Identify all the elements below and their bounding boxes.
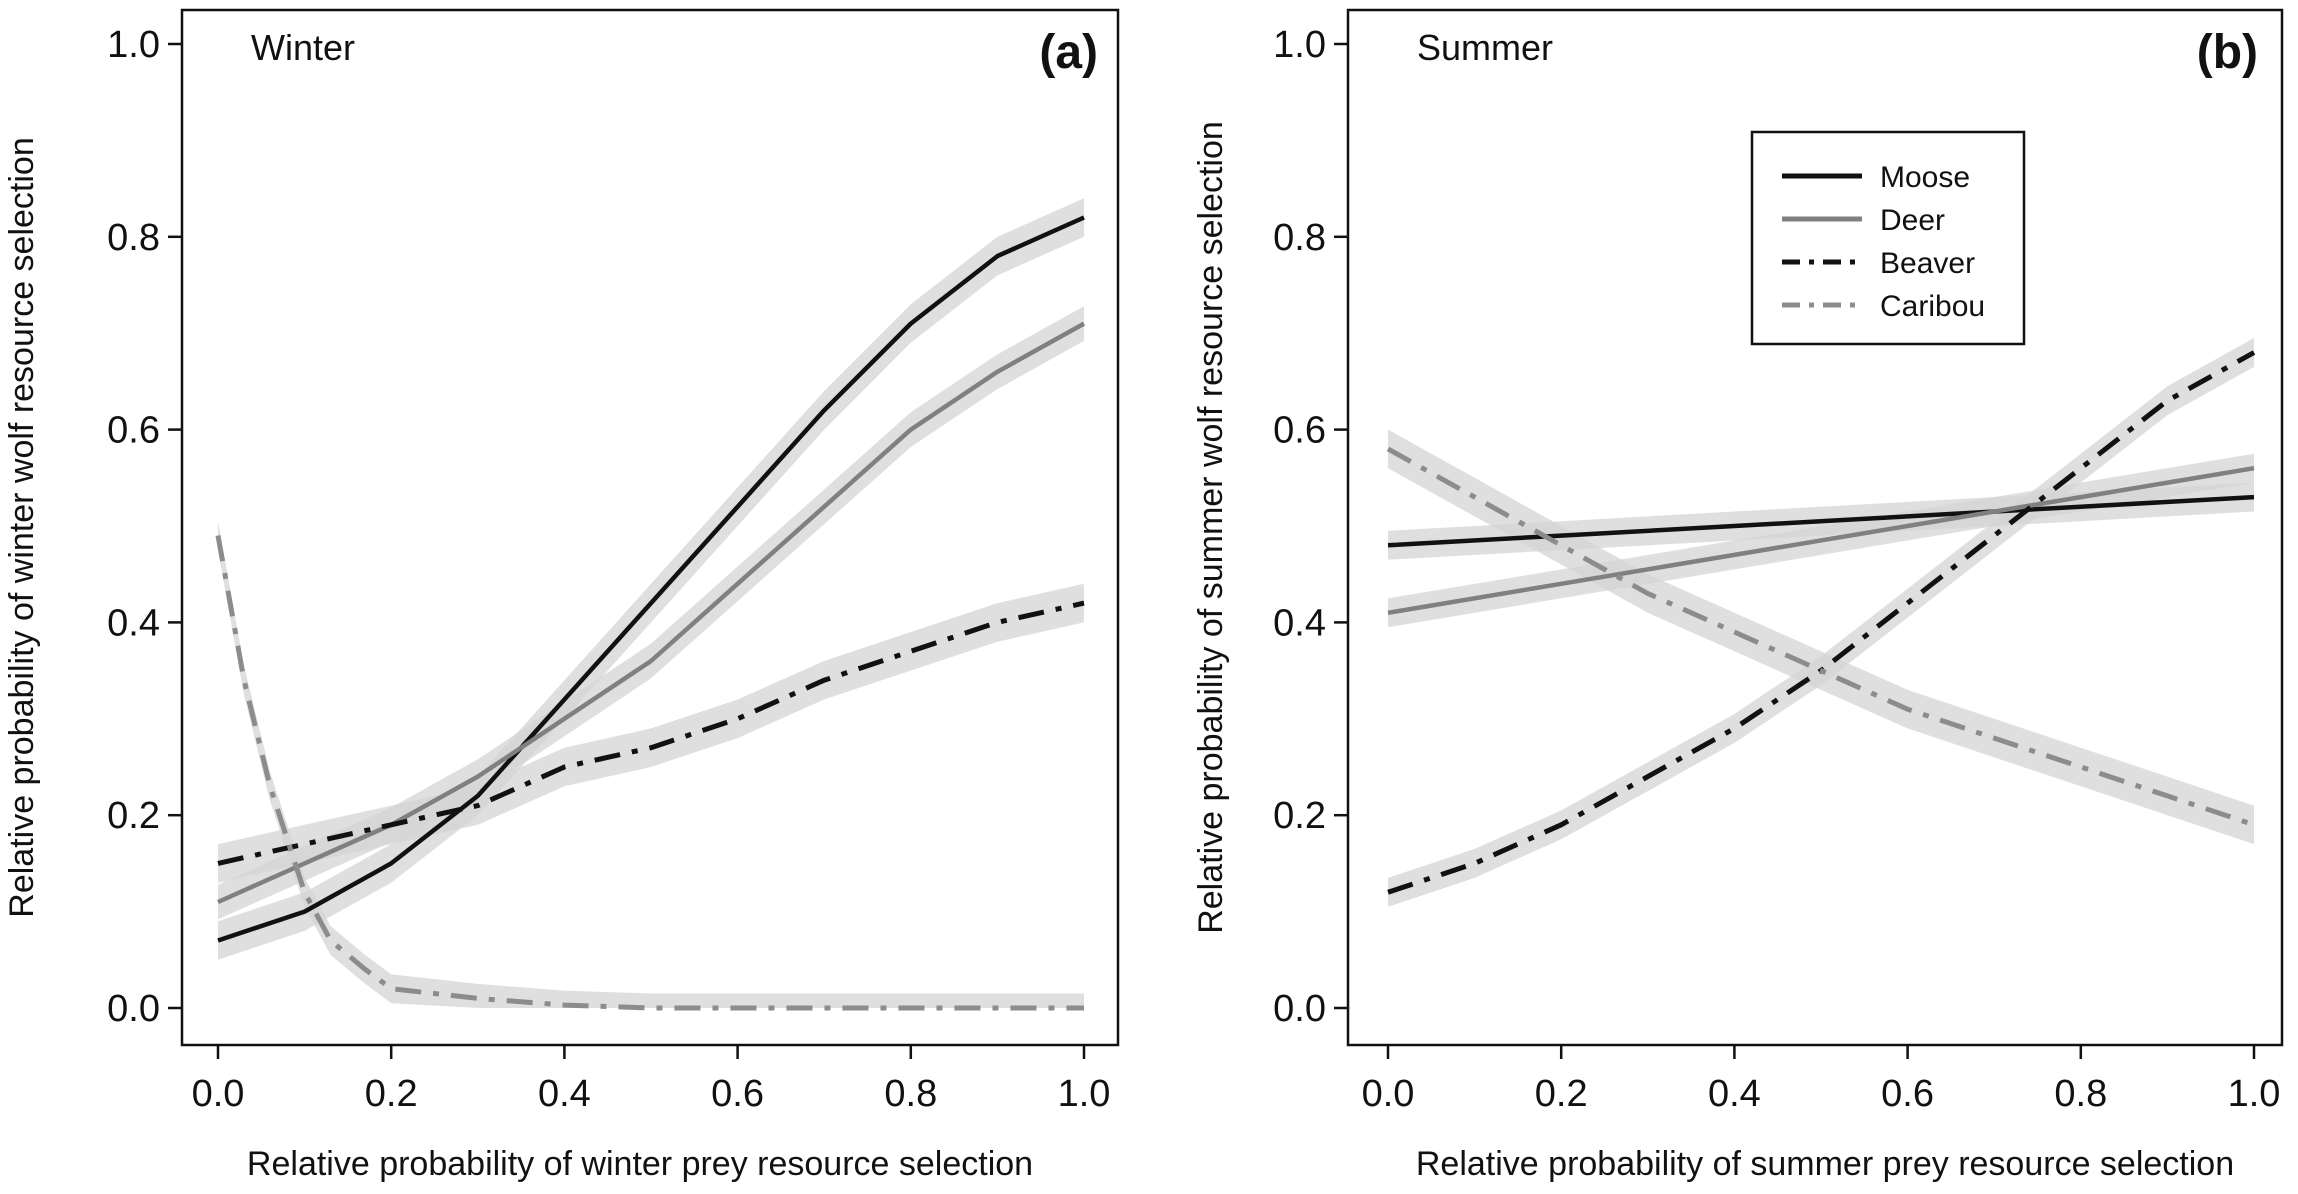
x-tick-label: 0.8 bbox=[884, 1073, 937, 1115]
season-label: Winter bbox=[251, 27, 355, 68]
x-tick-label: 0.2 bbox=[365, 1073, 418, 1115]
x-tick-label: 0.6 bbox=[711, 1073, 764, 1115]
ci-band-beaver bbox=[218, 583, 1084, 883]
x-axis-title: Relative probability of winter prey reso… bbox=[247, 1145, 1033, 1183]
y-tick-label: 1.0 bbox=[1273, 24, 1326, 66]
series-line-deer bbox=[217, 321, 1086, 905]
panel-winter: 0.0 0.2 0.4 0.6 0.8 1.0 0.0 0.2 0.4 0.6 0.8 1.0 Rela… bbox=[3, 8, 1120, 1183]
legend-label-beaver: Beaver bbox=[1880, 247, 1975, 280]
legend-label-moose: Moose bbox=[1880, 161, 1970, 194]
y-tick-label: 0.2 bbox=[107, 795, 160, 837]
series-line-moose bbox=[217, 215, 1085, 943]
legend: Moose Deer Beaver Caribou bbox=[1750, 130, 2026, 346]
ci-band-caribou bbox=[1388, 429, 2254, 845]
y-tick-label: 0.0 bbox=[107, 988, 160, 1030]
ci-band-moose bbox=[218, 198, 1084, 960]
legend-label-caribou: Caribou bbox=[1880, 290, 1985, 323]
panel-label: (b) bbox=[2197, 26, 2258, 79]
y-tick-label: 0.0 bbox=[1273, 988, 1326, 1030]
y-tick-label: 0.8 bbox=[1273, 217, 1326, 259]
panel-label: (a) bbox=[1039, 26, 1098, 79]
x-axis-title: Relative probability of summer prey reso… bbox=[1416, 1145, 2234, 1183]
x-tick-label: 1.0 bbox=[1058, 1073, 1111, 1115]
x-tick-label: 0.6 bbox=[1881, 1073, 1934, 1115]
series-line-caribou bbox=[1386, 446, 2255, 828]
x-tick-label: 0.8 bbox=[2054, 1073, 2107, 1115]
x-tick-label: 0.0 bbox=[192, 1073, 245, 1115]
y-tick-label: 1.0 bbox=[107, 24, 160, 66]
ci-band-deer bbox=[218, 306, 1084, 920]
season-label: Summer bbox=[1417, 27, 1553, 68]
y-tick-label: 0.6 bbox=[1273, 410, 1326, 452]
series-line-caribou bbox=[215, 535, 1084, 1011]
x-tick-label: 1.0 bbox=[2228, 1073, 2281, 1115]
y-axis-title: Relative probability of winter wolf reso… bbox=[3, 137, 41, 917]
series-line-deer bbox=[1387, 465, 2255, 616]
x-tick-label: 0.4 bbox=[1708, 1073, 1761, 1115]
ci-band-beaver bbox=[1388, 338, 2254, 907]
y-tick-label: 0.8 bbox=[107, 217, 160, 259]
legend-box bbox=[1750, 130, 2026, 346]
x-tick-label: 0.4 bbox=[538, 1073, 591, 1115]
plot-frame bbox=[180, 8, 1120, 1047]
series-line-moose bbox=[1387, 494, 2255, 548]
x-tick-label: 0.2 bbox=[1535, 1073, 1588, 1115]
panel-summer: 0.0 0.2 0.4 0.6 0.8 1.0 0.0 0.2 0.4 0.6 0.8 1.0 Rela… bbox=[1192, 8, 2284, 1183]
legend-label-deer: Deer bbox=[1880, 204, 1945, 237]
y-tick-label: 0.4 bbox=[1273, 602, 1326, 644]
x-tick-label: 0.0 bbox=[1362, 1073, 1415, 1115]
plot-frame bbox=[1346, 8, 2284, 1047]
y-tick-label: 0.2 bbox=[1273, 795, 1326, 837]
y-axis-title: Relative probability of summer wolf reso… bbox=[1192, 121, 1230, 934]
y-tick-label: 0.6 bbox=[107, 410, 160, 452]
y-tick-label: 0.4 bbox=[107, 602, 160, 644]
series-line-beaver bbox=[217, 600, 1085, 866]
